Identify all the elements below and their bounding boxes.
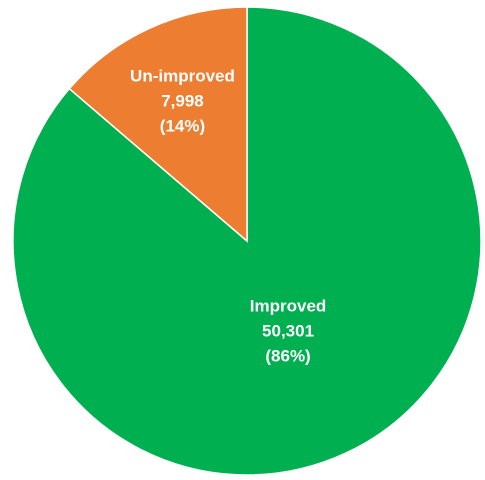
data-label-un-improved-value: 7,998 [161,92,204,111]
data-label-un-improved-percent: (14%) [160,117,205,136]
pie-slices [12,6,482,476]
data-label-improved-name: Improved [250,296,327,315]
data-label-un-improved-name: Un-improved [130,67,235,86]
data-label-improved-value: 50,301 [262,321,314,340]
pie-labels: Improved 50,301 (86%) Un-improved 7,998 (14%) [130,67,326,366]
pie-slice-un-improved [68,6,248,243]
data-label-improved-percent: (86%) [265,346,310,365]
